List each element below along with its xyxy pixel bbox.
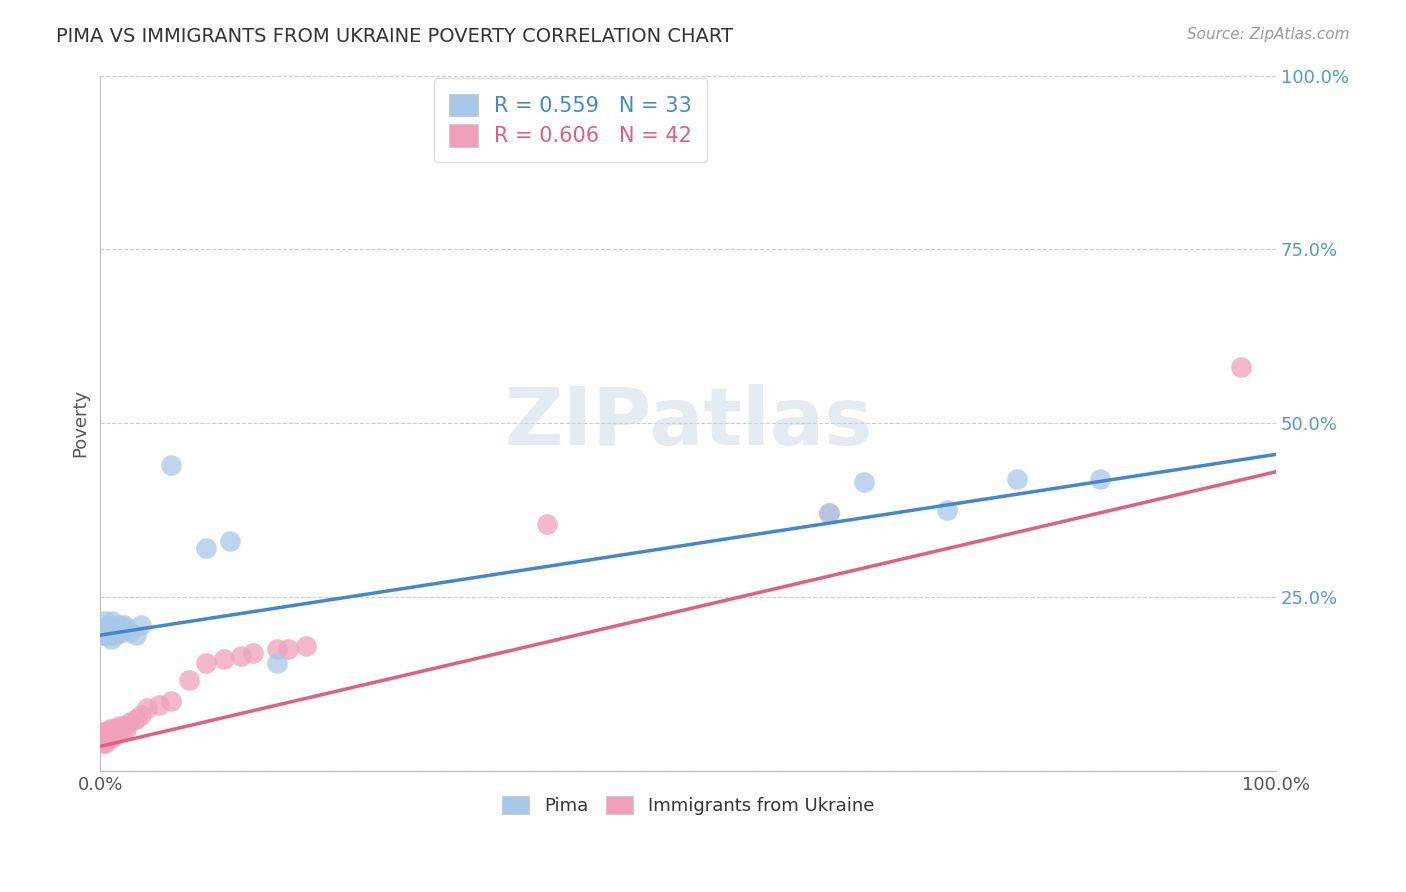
Point xyxy=(94,736,117,750)
Point xyxy=(96,725,118,739)
Point xyxy=(93,732,115,747)
Point xyxy=(266,656,288,670)
Point xyxy=(124,628,146,642)
Point xyxy=(94,614,117,628)
Point xyxy=(96,732,118,747)
Point xyxy=(98,722,121,736)
Point xyxy=(118,624,141,639)
Point xyxy=(107,725,129,739)
Point xyxy=(96,628,118,642)
Point xyxy=(935,503,957,517)
Point xyxy=(101,621,124,635)
Point xyxy=(100,729,122,743)
Point xyxy=(97,617,120,632)
Point xyxy=(177,673,200,688)
Point xyxy=(1007,472,1029,486)
Point xyxy=(112,617,135,632)
Point xyxy=(103,722,125,736)
Point xyxy=(277,642,299,657)
Point xyxy=(108,617,131,632)
Point xyxy=(231,648,253,663)
Point xyxy=(105,722,128,736)
Point xyxy=(195,541,218,556)
Point xyxy=(93,621,115,635)
Point xyxy=(108,718,131,732)
Point xyxy=(94,729,117,743)
Point xyxy=(536,516,558,531)
Point xyxy=(110,722,132,736)
Point xyxy=(818,507,841,521)
Point xyxy=(1229,360,1251,375)
Point xyxy=(103,628,125,642)
Text: Source: ZipAtlas.com: Source: ZipAtlas.com xyxy=(1187,27,1350,42)
Point xyxy=(101,614,124,628)
Point xyxy=(118,714,141,729)
Point xyxy=(266,642,288,657)
Point xyxy=(98,624,121,639)
Point xyxy=(160,694,183,708)
Point xyxy=(91,729,114,743)
Point xyxy=(115,722,138,736)
Point xyxy=(100,632,122,646)
Point xyxy=(124,712,146,726)
Point xyxy=(96,732,118,747)
Point xyxy=(160,458,183,472)
Point xyxy=(96,624,118,639)
Point xyxy=(104,628,127,642)
Point xyxy=(93,725,115,739)
Point xyxy=(96,725,118,739)
Point xyxy=(148,698,170,712)
Y-axis label: Poverty: Poverty xyxy=(72,389,89,458)
Point xyxy=(212,652,235,666)
Point xyxy=(98,732,121,747)
Point xyxy=(107,624,129,639)
Point xyxy=(131,617,153,632)
Point xyxy=(96,628,118,642)
Point xyxy=(195,656,218,670)
Point xyxy=(242,646,264,660)
Point xyxy=(853,475,876,490)
Point xyxy=(136,701,159,715)
Point xyxy=(103,729,125,743)
Point xyxy=(101,725,124,739)
Text: PIMA VS IMMIGRANTS FROM UKRAINE POVERTY CORRELATION CHART: PIMA VS IMMIGRANTS FROM UKRAINE POVERTY … xyxy=(56,27,734,45)
Point xyxy=(91,628,114,642)
Point xyxy=(90,732,112,747)
Point xyxy=(103,624,125,639)
Point xyxy=(218,534,240,549)
Point xyxy=(96,621,118,635)
Point xyxy=(110,624,132,639)
Point xyxy=(295,639,318,653)
Point xyxy=(91,736,114,750)
Point xyxy=(115,621,138,635)
Point xyxy=(818,507,841,521)
Legend: Pima, Immigrants from Ukraine: Pima, Immigrants from Ukraine xyxy=(494,787,883,824)
Point xyxy=(97,729,120,743)
Point xyxy=(112,718,135,732)
Text: ZIPatlas: ZIPatlas xyxy=(503,384,872,462)
Point xyxy=(104,725,127,739)
Point xyxy=(131,708,153,723)
Point xyxy=(1088,472,1111,486)
Point xyxy=(94,624,117,639)
